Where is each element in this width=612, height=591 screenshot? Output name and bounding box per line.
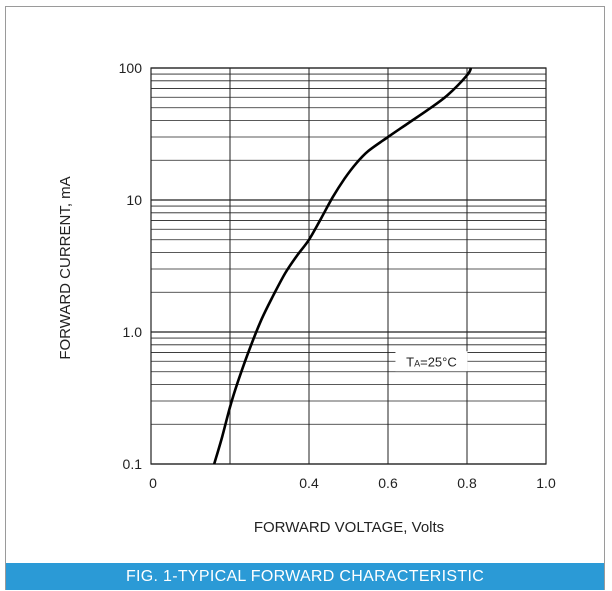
annotation-layer: TA=25°C [395, 351, 468, 372]
x-tick-labels: 0 0.4 0.6 0.8 1.0 [149, 475, 556, 491]
y-axis-label: FORWARD CURRENT, mA [57, 176, 74, 359]
x-tick-label: 0.6 [378, 475, 398, 491]
y-tick-label: 100 [119, 60, 143, 76]
y-tick-label: 1.0 [123, 324, 143, 340]
y-tick-label: 0.1 [123, 456, 143, 472]
plot-border [150, 67, 547, 465]
plot-area-border [150, 67, 547, 465]
figure-frame [5, 6, 605, 590]
annotation-bg [395, 351, 468, 372]
figure-caption: FIG. 1-TYPICAL FORWARD CHARACTERISTIC [6, 563, 604, 590]
x-tick-label: 1.0 [536, 475, 556, 491]
x-axis-label: FORWARD VOLTAGE, Volts [254, 519, 444, 536]
y-tick-labels: 0.1 1.0 10 100 [119, 60, 143, 472]
temperature-annotation: TA=25°C [406, 354, 457, 369]
y-tick-label: 10 [126, 192, 142, 208]
x-tick-label: 0.8 [457, 475, 477, 491]
curve-layer [212, 67, 473, 465]
x-tick-label: 0.4 [299, 475, 319, 491]
forward-characteristic-curve [212, 67, 473, 465]
grid-layer [150, 67, 547, 465]
x-tick-label: 0 [149, 475, 157, 491]
